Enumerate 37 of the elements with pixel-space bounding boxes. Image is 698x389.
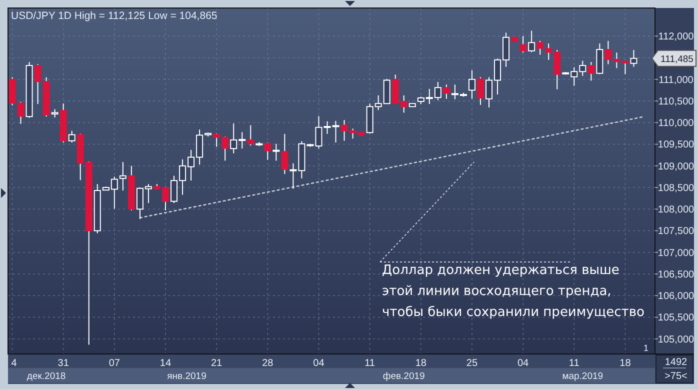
y-tick-label: 107,000: [658, 248, 695, 259]
x-tick-label: 31: [58, 358, 70, 369]
y-tick-label: 108,500: [658, 182, 695, 194]
text: 1492: [664, 357, 688, 368]
text: >75<: [664, 371, 688, 382]
y-tick-label: 109,500: [658, 140, 695, 151]
y-tick-label: 105,000: [658, 334, 695, 346]
y-tick-label: 107,500: [658, 226, 695, 238]
y-tick-label: 108,000: [658, 204, 695, 216]
x-tick-label: 21: [211, 358, 223, 369]
x-tick-label: 18: [620, 358, 632, 369]
x-tick-label: 18: [415, 358, 427, 369]
annotation: 1: [643, 343, 649, 353]
x-tick-label: 25: [466, 358, 478, 369]
x-tick-label: 07: [108, 358, 120, 369]
y-tick-label: 110,000: [658, 118, 694, 130]
y-tick-label: 112,000: [658, 32, 694, 43]
text: 111,485: [660, 54, 694, 65]
text: мар.2019: [562, 371, 604, 382]
annotation: Доллар должен удержаться выше этой линии восходящего тренда, чтобы быки сохранили преимущество: [382, 263, 645, 320]
y-tick-label: 109,000: [658, 161, 695, 172]
y-tick-label: 110,500: [658, 96, 694, 108]
x-tick-label: 11: [364, 358, 376, 369]
y-tick-label: 111,000: [658, 74, 694, 86]
y-tick-label: 106,000: [658, 291, 695, 302]
text: фев.2019: [382, 371, 425, 382]
x-tick-label: 04: [313, 358, 325, 369]
chart-title: USD/JPY 1D High = 112,125 Low = 104,865: [11, 10, 218, 22]
x-tick-label: 04: [517, 358, 530, 369]
x-tick-label: 14: [160, 358, 172, 369]
x-tick-label: 11: [568, 358, 580, 369]
y-tick-label: 106,500: [658, 269, 695, 280]
y-tick-label: 105,500: [658, 312, 695, 324]
x-tick-label: 28: [262, 358, 274, 369]
text: дек.2018: [26, 371, 66, 382]
text: янв.2019: [167, 371, 206, 382]
x-tick-label: 4: [11, 358, 18, 369]
